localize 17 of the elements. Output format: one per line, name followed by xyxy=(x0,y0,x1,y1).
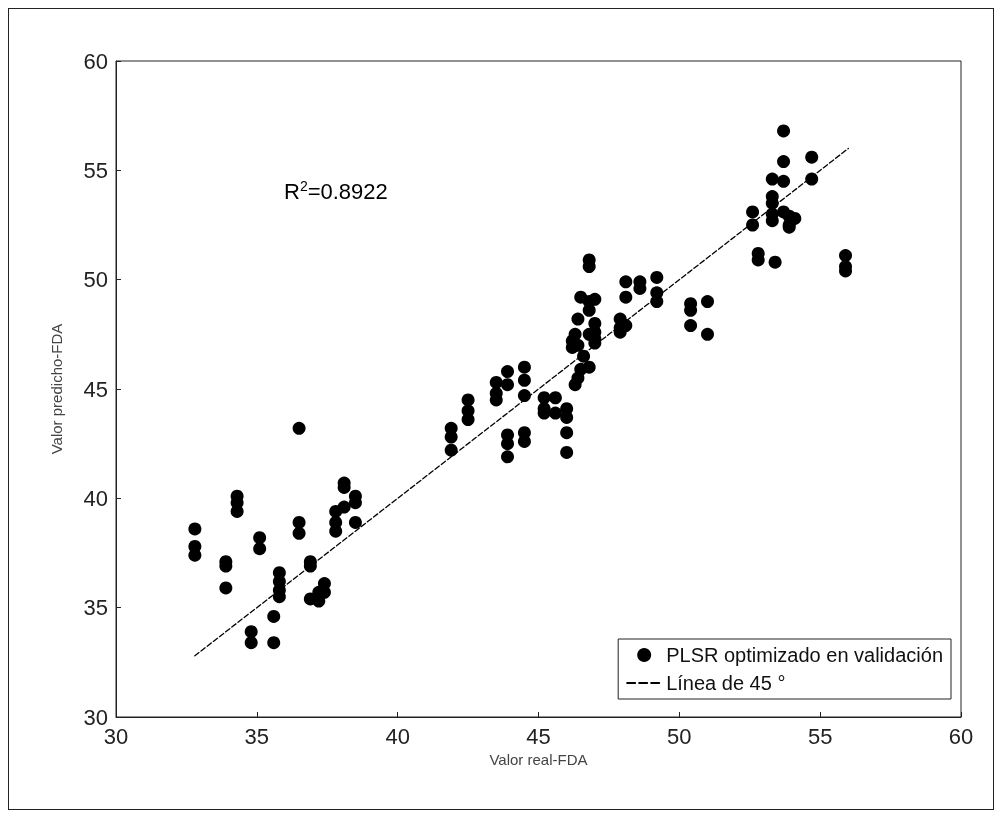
y-tick-label: 35 xyxy=(83,595,108,621)
y-tick-label: 45 xyxy=(83,376,108,402)
x-tick-label: 35 xyxy=(244,723,270,749)
x-tick-label: 55 xyxy=(807,723,833,749)
x-axis-title: Valor real-FDA xyxy=(489,750,588,768)
legend-label: PLSR optimizado en validación xyxy=(666,644,943,666)
y-tick-label: 40 xyxy=(83,485,108,511)
y-tick-label: 60 xyxy=(83,48,108,74)
y-axis-title: Valor predicho-FDA xyxy=(48,323,65,455)
x-tick-label: 60 xyxy=(948,723,974,749)
x-tick-label: 50 xyxy=(667,723,692,749)
y-tick-label: 50 xyxy=(83,267,108,293)
x-tick-label: 45 xyxy=(526,723,551,749)
legend-label: Línea de 45 ° xyxy=(666,672,786,694)
y-tick-label: 55 xyxy=(83,157,108,183)
y-tick-label: 30 xyxy=(83,704,108,730)
x-tick-label: 40 xyxy=(385,723,410,749)
